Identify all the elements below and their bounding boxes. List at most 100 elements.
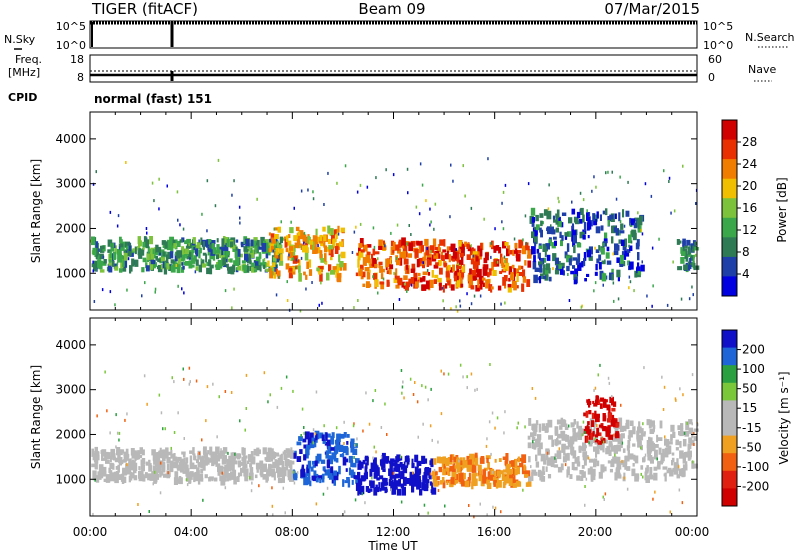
- heatmap-cell: [471, 464, 477, 473]
- heatmap-cell: [162, 427, 164, 431]
- heatmap-cell: [576, 242, 582, 248]
- heatmap-cell: [424, 385, 427, 389]
- heatmap-cell: [176, 264, 181, 274]
- heatmap-cell: [298, 273, 302, 282]
- heatmap-cell: [336, 441, 340, 451]
- heatmap-cell: [634, 473, 639, 482]
- heatmap-cell: [319, 432, 324, 439]
- heatmap-cell: [275, 293, 278, 297]
- heatmap-cell: [99, 469, 105, 475]
- heatmap-cell: [620, 403, 622, 407]
- heatmap-cell: [125, 448, 129, 454]
- heatmap-cell: [602, 440, 605, 444]
- heatmap-cell: [478, 474, 483, 482]
- heatmap-cell: [226, 263, 229, 268]
- heatmap-cell: [442, 480, 446, 489]
- heatmap-cell: [145, 239, 150, 249]
- heatmap-cell: [473, 473, 477, 481]
- heatmap-cell: [327, 171, 329, 175]
- heatmap-cell: [395, 257, 398, 260]
- heatmap-cell: [269, 271, 274, 279]
- heatmap-cell: [149, 236, 153, 245]
- heatmap-cell: [202, 463, 206, 471]
- heatmap-cell: [481, 277, 486, 281]
- y-tick-label: 3000: [55, 177, 86, 191]
- heatmap-cell: [634, 270, 638, 278]
- heatmap-cell: [197, 462, 203, 468]
- heatmap-cell: [299, 245, 301, 249]
- heatmap-cell: [473, 294, 476, 298]
- heatmap-cell: [400, 500, 403, 504]
- heatmap-cell: [613, 227, 617, 233]
- heatmap-cell: [602, 400, 607, 408]
- heatmap-cell: [358, 267, 360, 271]
- heatmap-cell: [286, 240, 292, 246]
- heatmap-cell: [553, 464, 559, 468]
- heatmap-cell: [275, 467, 278, 474]
- heatmap-cell: [426, 479, 430, 484]
- heatmap-cell: [527, 182, 530, 186]
- heatmap-cell: [582, 420, 585, 424]
- heatmap-cell: [288, 251, 294, 258]
- heatmap-cell: [380, 273, 384, 280]
- heatmap-cell: [682, 241, 686, 245]
- heatmap-cell: [584, 503, 586, 507]
- heatmap-cell: [300, 189, 303, 193]
- heatmap-cell: [110, 242, 115, 248]
- heatmap-cell: [170, 446, 172, 450]
- heatmap-cell: [673, 209, 676, 213]
- heatmap-cell: [485, 477, 489, 481]
- heatmap-cell: [543, 275, 547, 280]
- heatmap-cell: [365, 254, 371, 263]
- heatmap-cell: [359, 238, 364, 247]
- heatmap-cell: [582, 198, 585, 202]
- heatmap-cell: [453, 478, 456, 486]
- heatmap-cell: [488, 283, 491, 291]
- heatmap-cell: [588, 410, 592, 415]
- heatmap-cell: [640, 444, 643, 451]
- heatmap-cell: [658, 237, 660, 241]
- heatmap-cell: [101, 288, 104, 292]
- heatmap-cell: [116, 431, 119, 435]
- heatmap-cell: [537, 252, 541, 259]
- heatmap-cell: [107, 239, 113, 247]
- heatmap-cell: [382, 240, 385, 245]
- heatmap-cell: [680, 297, 683, 301]
- heatmap-cell: [130, 448, 135, 456]
- heatmap-cell: [118, 438, 120, 442]
- heatmap-cell: [309, 240, 314, 245]
- heatmap-cell: [683, 469, 686, 474]
- heatmap-cell: [304, 431, 310, 440]
- heatmap-cell: [613, 250, 619, 256]
- heatmap-cell: [461, 257, 464, 266]
- colorbar-swatch: [722, 435, 737, 454]
- heatmap-cell: [230, 266, 235, 275]
- heatmap-cell: [306, 476, 311, 485]
- heatmap-cell: [189, 455, 193, 463]
- heatmap-cell: [278, 244, 283, 249]
- heatmap-cell: [368, 422, 371, 426]
- colorbar-tick-label: 15: [742, 401, 757, 415]
- heatmap-cell: [502, 241, 507, 249]
- heatmap-cell: [170, 264, 176, 273]
- heatmap-cell: [124, 454, 128, 462]
- heatmap-cell: [293, 235, 298, 241]
- heatmap-cell: [330, 447, 335, 451]
- heatmap-cell: [292, 257, 294, 261]
- heatmap-cell: [550, 224, 552, 228]
- heatmap-cell: [184, 248, 189, 254]
- heatmap-cell: [531, 442, 534, 449]
- heatmap-cell: [305, 242, 309, 251]
- heatmap-cell: [493, 245, 497, 253]
- heatmap-cell: [312, 460, 317, 465]
- heatmap-cell: [612, 281, 615, 285]
- heatmap-cell: [546, 254, 551, 261]
- heatmap-cell: [296, 259, 300, 263]
- heatmap-cell: [249, 467, 254, 474]
- heatmap-cell: [608, 434, 613, 440]
- heatmap-cell: [640, 446, 642, 450]
- heatmap-cell: [345, 447, 349, 456]
- heatmap-cell: [627, 260, 630, 266]
- heatmap-cell: [193, 247, 195, 250]
- heatmap-cell: [148, 459, 151, 466]
